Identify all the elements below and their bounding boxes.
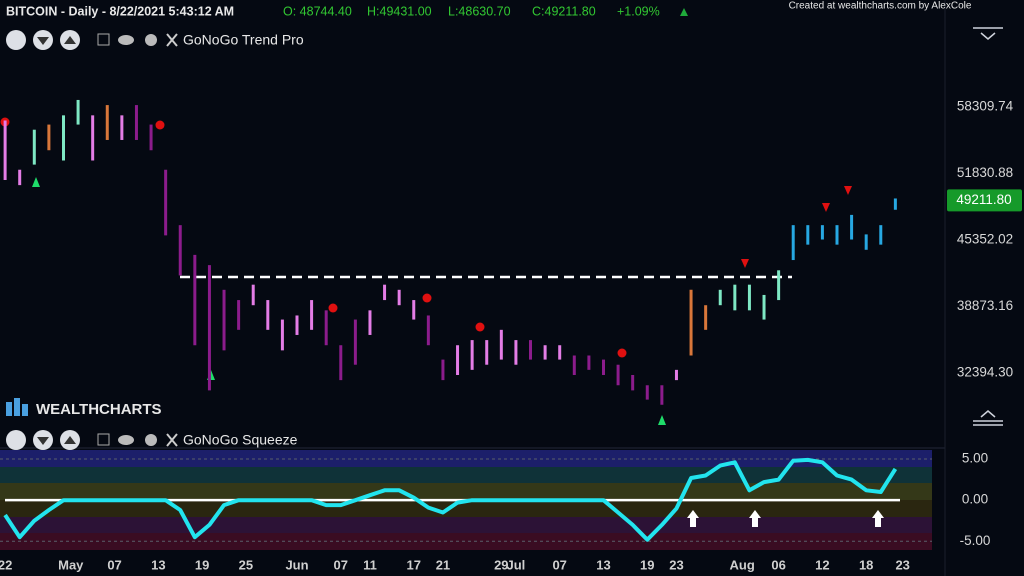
y-tick-label: 58309.74 <box>957 99 1014 114</box>
header-high: H:49431.00 <box>367 4 432 18</box>
squeeze-line <box>3 457 898 542</box>
x-tick-label: 22 <box>0 557 12 572</box>
squeeze-panel-title: GoNoGo Squeeze <box>183 432 298 448</box>
y-tick-label: 5.00 <box>962 451 988 466</box>
x-tick-label: 11 <box>363 557 377 572</box>
y-tick-label: 45352.02 <box>957 232 1013 247</box>
header-title: BITCOIN - Daily - 8/22/2021 5:43:12 AM <box>6 4 234 18</box>
last-price-box <box>947 189 1022 212</box>
header-change: +1.09% <box>617 4 660 18</box>
credit: Created at wealthcharts.com by AlexCole <box>789 1 972 12</box>
x-tick-label: 17 <box>407 557 421 572</box>
y-tick-label: 51830.88 <box>957 165 1013 180</box>
header-open: O: 48744.40 <box>283 4 352 18</box>
x-tick-label: 18 <box>859 557 873 572</box>
up-indicator <box>680 8 688 16</box>
x-tick-label: 19 <box>640 557 654 572</box>
x-tick-label: Jun <box>285 557 308 572</box>
x-tick-label: 07 <box>552 557 566 572</box>
x-tick-label: Jul <box>507 557 526 572</box>
x-tick-label: 13 <box>596 557 610 572</box>
x-tick-label: 23 <box>895 557 909 572</box>
x-tick-label: 12 <box>815 557 829 572</box>
x-tick-label: Aug <box>729 557 754 572</box>
axis-menu[interactable] <box>973 27 1003 426</box>
x-tick-label: 06 <box>771 557 785 572</box>
trend-toolbar[interactable] <box>6 30 178 50</box>
trend-panel-title: GoNoGo Trend Pro <box>183 32 304 48</box>
x-tick-label: 19 <box>195 557 209 572</box>
header-low: L:48630.70 <box>448 4 511 18</box>
x-tick-label: 23 <box>669 557 683 572</box>
logo: WEALTHCHARTS <box>6 398 162 418</box>
squeeze-arrows <box>687 510 884 527</box>
logo-text: WEALTHCHARTS <box>36 401 162 418</box>
x-tick-label: 29 <box>494 557 508 572</box>
header-close: C:49211.80 <box>532 4 596 18</box>
x-tick-label: 13 <box>151 557 165 572</box>
x-tick-label: 25 <box>239 557 253 572</box>
y-tick-label: 0.00 <box>962 492 988 507</box>
y-tick-label: 32394.30 <box>957 365 1013 380</box>
x-tick-label: 07 <box>107 557 121 572</box>
last-price-label: 49211.80 <box>956 192 1011 207</box>
x-tick-label: May <box>58 557 84 572</box>
squeeze-bands <box>0 450 932 550</box>
x-tick-label: 07 <box>334 557 348 572</box>
squeeze-toolbar[interactable] <box>6 430 178 450</box>
signal-dots <box>0 117 852 358</box>
y-tick-label: -5.00 <box>960 533 991 548</box>
x-tick-label: 21 <box>436 557 450 572</box>
y-tick-label: 38873.16 <box>957 298 1013 313</box>
